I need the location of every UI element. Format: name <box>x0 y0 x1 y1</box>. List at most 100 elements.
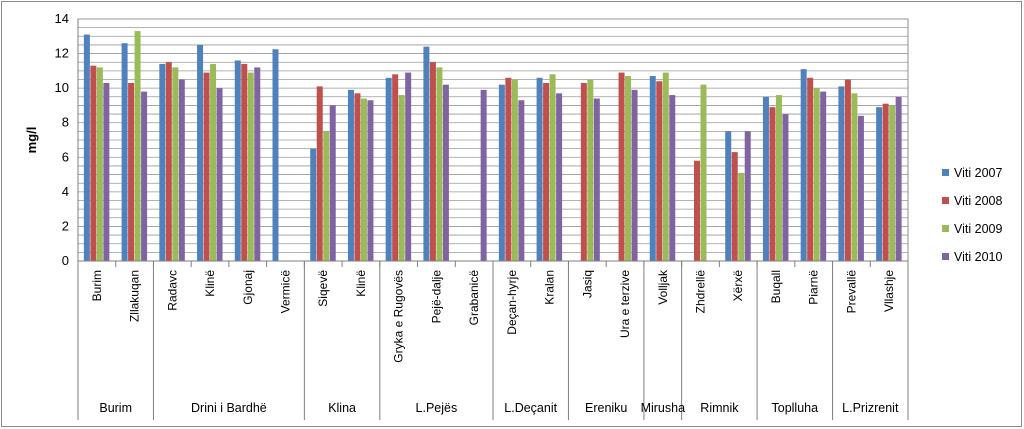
bar-viti-2008 <box>844 79 851 261</box>
y-axis-label: mg/l <box>24 127 39 154</box>
legend-swatch <box>942 225 949 232</box>
category-label: Deçan-hyrje <box>505 270 519 335</box>
bar-viti-2009 <box>662 72 669 261</box>
bar-viti-2010 <box>518 100 525 262</box>
y-tick-labels: 0 2 4 6 8 10 12 14 <box>55 11 69 268</box>
y-tick-label: 0 <box>62 253 69 268</box>
bar-viti-2007 <box>800 69 807 261</box>
bar-viti-2008 <box>731 152 738 261</box>
bar-viti-2009 <box>587 79 594 261</box>
bar-viti-2010 <box>141 91 148 261</box>
group-label: Ereniku <box>585 401 627 415</box>
bar-viti-2007 <box>838 86 845 261</box>
bar-viti-2009 <box>96 67 103 262</box>
bar-viti-2009 <box>851 93 858 261</box>
legend-entry: Viti 2008 <box>954 194 1002 208</box>
bar-viti-2008 <box>354 93 361 261</box>
group-label: Drini i Bardhë <box>191 401 267 415</box>
category-label: Xërxë <box>731 270 745 302</box>
category-label: Klinë <box>354 270 368 297</box>
category-label: Jasiq <box>580 270 594 298</box>
category-label: Gjonaj <box>241 270 255 305</box>
y-tick-label: 6 <box>62 149 69 164</box>
bar-viti-2009 <box>511 79 518 261</box>
bar-viti-2010 <box>669 95 676 261</box>
category-label: Ura e terzive <box>618 270 632 338</box>
legend-entry: Viti 2010 <box>954 250 1002 264</box>
bar-viti-2007 <box>385 77 392 262</box>
bar-viti-2008 <box>694 160 700 261</box>
bar-viti-2010 <box>631 89 638 262</box>
bar-viti-2009 <box>398 95 405 261</box>
group-label: Toplluha <box>772 401 819 415</box>
group-label: Rimnik <box>700 401 739 415</box>
category-label: Zllakuqan <box>128 270 142 322</box>
bar-viti-2010 <box>820 91 827 261</box>
category-label: Zhdrellë <box>694 270 708 314</box>
bar-viti-2009 <box>172 67 179 262</box>
bar-viti-2009 <box>134 31 141 261</box>
bar-viti-2008 <box>505 77 512 262</box>
bar-viti-2010 <box>744 131 751 261</box>
bar-viti-2008 <box>165 62 172 262</box>
bar-viti-2008 <box>618 72 625 261</box>
bar-viti-2007 <box>498 84 505 261</box>
bar-viti-2007 <box>725 131 732 261</box>
bar-viti-2009 <box>210 63 217 261</box>
bar-viti-2010 <box>857 115 864 261</box>
bar-viti-2010 <box>895 96 902 261</box>
category-label: Volljak <box>656 269 670 305</box>
bar-viti-2010 <box>593 98 600 261</box>
bar-viti-2008 <box>392 74 399 261</box>
y-tick-label: 14 <box>55 11 69 26</box>
group-label: L.Pejës <box>416 401 458 415</box>
bar-viti-2009 <box>738 172 745 261</box>
bar-viti-2010 <box>442 84 449 261</box>
bar-viti-2009 <box>813 88 820 261</box>
bar-viti-2008 <box>882 103 889 261</box>
bar-viti-2009 <box>323 131 330 261</box>
group-label: L.Deçanit <box>504 401 557 415</box>
y-tick-label: 8 <box>62 115 69 130</box>
category-label: Klinë <box>203 270 217 297</box>
bar-viti-2008 <box>429 62 436 262</box>
bar-viti-2008 <box>203 72 210 261</box>
bar-viti-2007 <box>121 43 128 262</box>
bar-viti-2009 <box>360 98 367 261</box>
bar-viti-2009 <box>625 76 632 261</box>
bar-viti-2007 <box>876 107 883 261</box>
y-tick-label: 12 <box>55 46 69 61</box>
bar-viti-2009 <box>436 67 443 262</box>
bar-viti-2010 <box>405 72 412 261</box>
bar-viti-2010 <box>254 67 261 262</box>
y-tick-label: 10 <box>55 80 69 95</box>
legend-swatch <box>942 197 949 204</box>
bar-viti-2009 <box>549 74 556 261</box>
category-label: Radavc <box>165 270 179 311</box>
category-label: Piarnë <box>807 270 821 305</box>
bar-viti-2007 <box>197 44 204 262</box>
bar-viti-2007 <box>762 96 769 261</box>
category-label: Vermicë <box>279 270 293 314</box>
category-label: Prevallë <box>844 270 858 314</box>
bar-viti-2007 <box>83 34 90 262</box>
bar-viti-2010 <box>782 114 789 261</box>
bar-viti-2009 <box>247 72 254 261</box>
bar-viti-2008 <box>769 107 776 261</box>
group-label: Klina <box>328 401 356 415</box>
category-label: Pejë-dalje <box>429 270 443 324</box>
category-label: Grabanicë <box>467 270 481 326</box>
group-label: L.Prizrenit <box>842 401 899 415</box>
bar-viti-2010 <box>216 88 223 261</box>
bar-viti-2007 <box>347 89 354 262</box>
group-label: Mirusha <box>641 401 686 415</box>
legend: Viti 2007 Viti 2008 Viti 2009 Viti 2010 <box>942 166 1002 264</box>
category-label: Vllashje <box>882 270 896 312</box>
group-labels: Burim Drini i Bardhë Klina L.Pejës L.Deçanit… <box>99 401 899 415</box>
bar-viti-2008 <box>580 82 587 262</box>
bar-viti-2010 <box>329 105 336 262</box>
legend-swatch <box>942 253 949 260</box>
bar-viti-2008 <box>807 77 814 262</box>
axes <box>77 19 909 420</box>
